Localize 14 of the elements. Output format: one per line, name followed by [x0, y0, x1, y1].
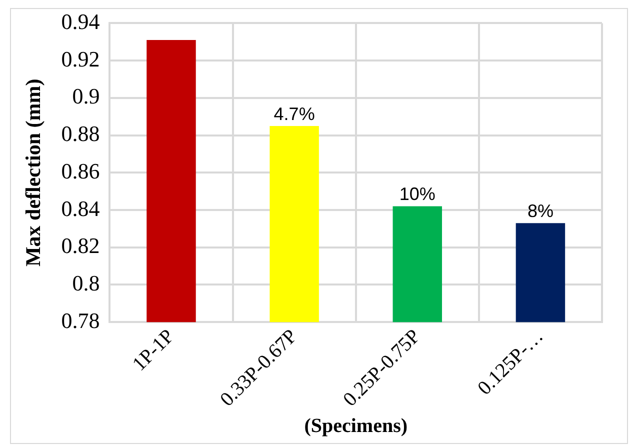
annotation: 4.7%: [274, 104, 315, 124]
annotation: 8%: [527, 201, 554, 222]
y-tick-label: 0.78: [61, 308, 100, 333]
x-axis-title: (Specimens): [304, 415, 408, 438]
y-tick-label: 0.8: [72, 270, 100, 296]
annotation: 10%: [399, 184, 436, 204]
y-tick-label: 0.92: [61, 46, 100, 72]
y-tick-label: 0.94: [61, 8, 100, 34]
y-tick-label: 0.84: [61, 196, 100, 221]
y-tick-label: 0.86: [61, 158, 100, 184]
y-tick-label: 0.9: [72, 84, 100, 109]
y-tick-label: 0.88: [61, 121, 100, 146]
y-tick-label: 0.82: [61, 233, 100, 258]
y-axis-title: Max deflection (mm): [21, 78, 46, 267]
